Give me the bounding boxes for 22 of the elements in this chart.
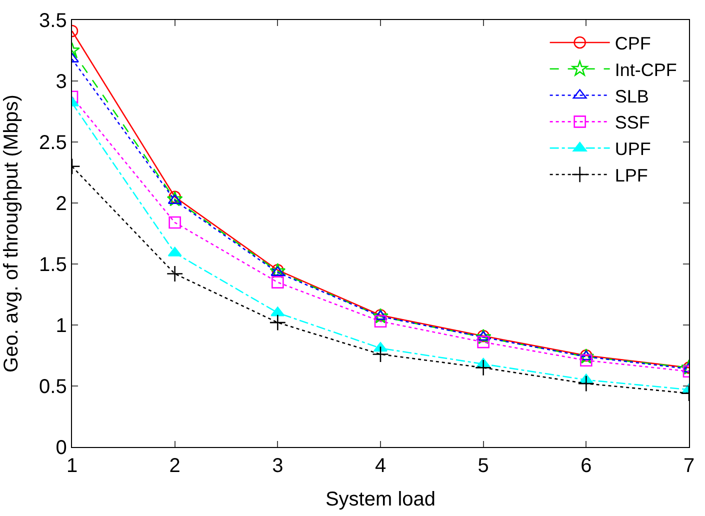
x-tick-label: 7	[683, 455, 695, 478]
y-tick-label: 3	[56, 71, 67, 93]
x-tick-label: 5	[478, 455, 489, 478]
legend-label: SSF	[614, 112, 650, 133]
legend-label: UPF	[614, 139, 651, 160]
y-tick-label: 0	[56, 437, 67, 459]
x-tick-label: 4	[374, 455, 386, 478]
y-tick-label: 1	[56, 315, 67, 337]
legend-label: Int-CPF	[614, 60, 677, 80]
x-axis-title: System load	[325, 488, 436, 511]
x-tick-label: 6	[580, 455, 592, 478]
y-tick-label: 1.5	[39, 254, 67, 276]
y-axis-title: Geo. avg. of throughput (Mbps)	[0, 94, 23, 372]
legend-label: SLB	[614, 86, 649, 106]
x-tick-label: 3	[272, 455, 284, 478]
y-tick-label: 3.5	[39, 10, 67, 32]
legend-label: CPF	[614, 33, 651, 54]
y-tick-label: 0.5	[39, 376, 67, 398]
legend-label: LPF	[614, 165, 648, 186]
x-tick-label: 2	[169, 455, 180, 478]
y-tick-label: 2.5	[39, 132, 67, 154]
y-tick-label: 2	[56, 193, 67, 215]
